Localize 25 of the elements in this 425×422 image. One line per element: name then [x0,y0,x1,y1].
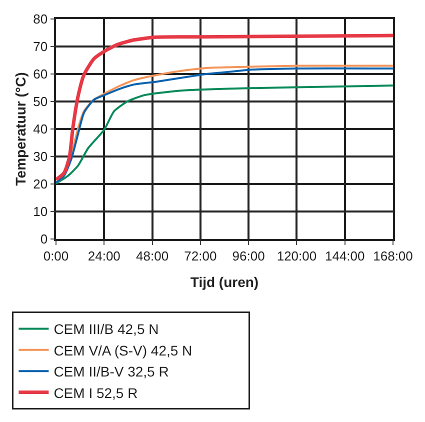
y-tick-label: 10 [33,204,48,220]
legend-label: CEM V/A (S-V) 42,5 N [54,342,192,358]
x-tick-label: 72:00 [184,248,217,264]
y-tick-label: 0 [40,232,48,247]
legend-label: CEM I 52,5 R [54,384,138,401]
y-tick-label: 50 [33,94,48,110]
y-axis-title: Temperatuur (°C) [12,72,28,186]
x-tick-label: 24:00 [88,248,120,264]
x-axis-title: Tijd (uren) [190,274,259,290]
x-tick-label: 48:00 [136,248,169,264]
legend-label: CEM III/B 42,5 N [54,321,159,338]
y-tick-label: 60 [33,66,48,82]
x-tick-label: 168:00 [373,248,413,264]
line-series [56,84,393,184]
x-tick-label: 144:00 [324,248,365,264]
legend-label: CEM II/B-V 32,5 R [54,364,169,380]
y-tick-label: 30 [33,149,48,164]
y-tick-label: 40 [33,122,48,137]
y-tick-label: 70 [33,39,48,54]
y-tick-label: 20 [33,176,48,192]
x-tick-label: 0:00 [43,248,69,264]
x-tick-label: 120:00 [276,248,317,264]
line-series [56,34,393,182]
x-tick-label: 96:00 [232,248,265,264]
y-tick-label: 80 [33,12,48,27]
